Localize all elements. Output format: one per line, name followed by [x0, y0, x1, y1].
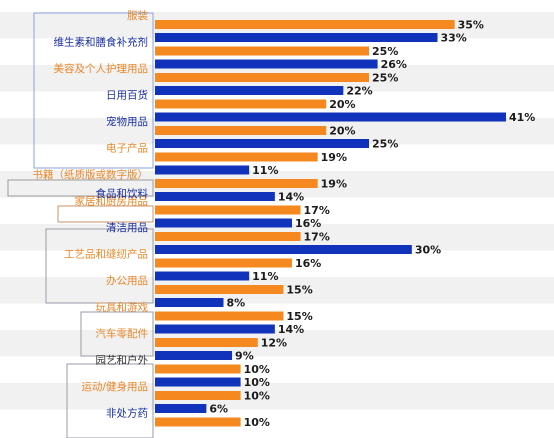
group-bracket: [80, 311, 154, 357]
row-stripe: [0, 383, 554, 410]
bar-orange: [155, 391, 241, 400]
category-label-overlapped: 食品和饮料: [96, 187, 149, 200]
value-label: 25%: [372, 72, 398, 85]
category-label: 工艺品和缝纫产品: [64, 248, 148, 261]
category-label: 运动/健身用品: [81, 380, 148, 393]
category-label: 服装: [127, 9, 148, 22]
category-label: 清洁用品: [106, 221, 148, 234]
bar-blue: [155, 404, 207, 413]
group-bracket: [66, 363, 154, 438]
category-label: 非处方药: [106, 407, 148, 420]
value-label: 10%: [244, 376, 270, 389]
group-bracket: [7, 179, 154, 197]
bar-orange: [155, 152, 318, 162]
bar-orange: [155, 46, 370, 56]
category-label: 玩具和游戏: [96, 301, 149, 314]
bar-blue: [155, 324, 275, 334]
bar-orange: [155, 99, 327, 109]
group-bracket: [57, 205, 154, 223]
bar-blue: [155, 298, 224, 307]
bar-orange: [155, 126, 327, 135]
bar-orange: [155, 311, 284, 321]
bar-blue: [155, 86, 344, 95]
bar-orange: [155, 179, 318, 188]
bar-blue: [155, 271, 250, 281]
bar-orange: [155, 417, 241, 427]
value-label: 20%: [329, 98, 355, 111]
value-label: 20%: [329, 125, 355, 138]
category-group-brackets: [7, 12, 154, 438]
value-labels: 35%33%25%26%25%22%20%41%20%25%19%11%19%1…: [209, 19, 535, 430]
bar-orange: [155, 20, 455, 29]
bar-blue: [155, 351, 233, 360]
value-label: 14%: [278, 323, 304, 336]
value-label: 22%: [346, 85, 372, 98]
category-label: 日用百货: [106, 89, 148, 102]
value-label: 8%: [226, 297, 245, 310]
value-label: 15%: [286, 310, 312, 323]
value-label: 10%: [244, 363, 270, 376]
group-bracket: [45, 228, 154, 304]
bar-orange: [155, 232, 301, 241]
category-labels: 服装维生素和膳食补充剂美容及个人护理用品日用百货宠物用品电子产品书籍（纸质版或数…: [33, 9, 149, 420]
value-label: 14%: [278, 191, 304, 204]
bar-blue: [155, 59, 378, 69]
bar-orange: [155, 364, 241, 374]
bar-orange: [155, 258, 292, 268]
value-label: 10%: [244, 390, 270, 403]
value-label: 19%: [321, 178, 347, 191]
bar-blue: [155, 165, 250, 175]
value-label: 26%: [381, 58, 407, 71]
bar-blue: [155, 192, 275, 201]
value-label: 35%: [458, 19, 484, 32]
category-label: 汽车零配件: [96, 327, 149, 340]
category-label: 家居和厨房用品: [75, 195, 149, 208]
value-label: 19%: [321, 151, 347, 164]
bar-blue: [155, 218, 292, 228]
bar-orange: [155, 205, 301, 215]
bar-orange: [155, 338, 258, 347]
value-label: 17%: [304, 204, 330, 217]
category-label: 园艺和户外: [96, 354, 149, 367]
category-label: 办公用品: [106, 274, 148, 287]
value-label: 16%: [295, 217, 321, 230]
value-label: 9%: [235, 350, 254, 363]
category-label: 电子产品: [106, 142, 148, 155]
value-label: 11%: [252, 270, 278, 283]
category-label: 美容及个人护理用品: [54, 62, 149, 75]
value-label: 16%: [295, 257, 321, 270]
category-label: 维生素和膳食补充剂: [54, 36, 149, 49]
value-label: 6%: [209, 403, 228, 416]
bar-blue: [155, 377, 241, 387]
value-label: 10%: [244, 416, 270, 429]
value-label: 30%: [415, 244, 441, 257]
bar-blue: [155, 33, 438, 42]
value-label: 17%: [304, 231, 330, 244]
bar-blue: [155, 245, 412, 254]
value-label: 25%: [372, 45, 398, 58]
value-label: 12%: [261, 337, 287, 350]
bar-blue: [155, 112, 506, 122]
value-label: 15%: [286, 284, 312, 297]
bar-blue: [155, 139, 370, 148]
category-label: 书籍（纸质版或数字版）: [33, 168, 149, 181]
group-bracket: [33, 12, 154, 169]
value-label: 33%: [441, 32, 467, 45]
value-label: 25%: [372, 138, 398, 151]
bars: [155, 20, 506, 427]
category-label: 宠物用品: [106, 115, 148, 128]
bar-orange: [155, 73, 370, 82]
value-label: 41%: [509, 111, 535, 124]
row-stripe: [0, 330, 554, 357]
bar-orange: [155, 285, 284, 294]
value-label: 11%: [252, 164, 278, 177]
